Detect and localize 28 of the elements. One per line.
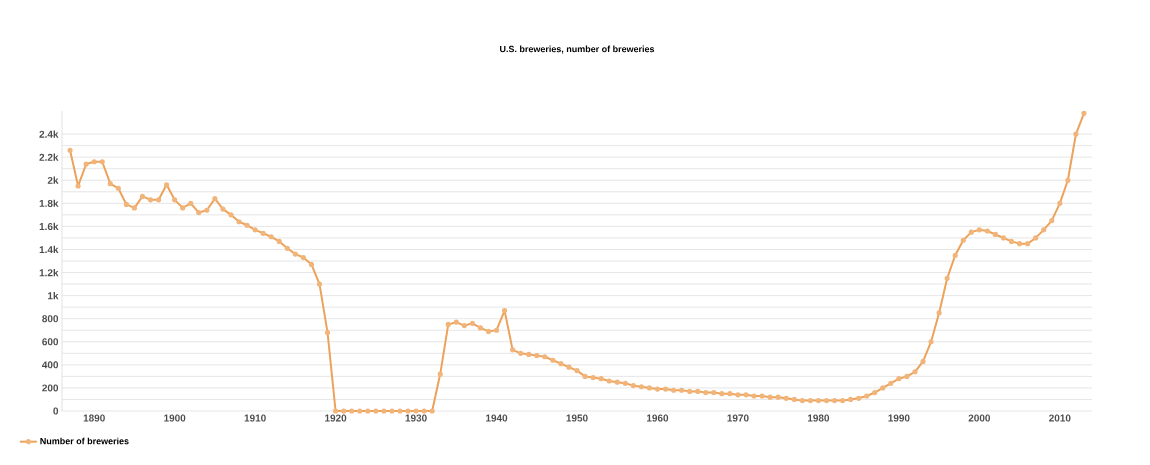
y-tick-label: 1.4k: [39, 245, 59, 254]
y-tick-label: 1.6k: [39, 222, 59, 231]
y-tick-label: 0: [53, 407, 59, 415]
x-tick-label: 2010: [1049, 414, 1071, 422]
x-tick-label: 1930: [405, 414, 427, 422]
y-tick-label: 2.2k: [39, 153, 59, 161]
x-tick-label: 1970: [727, 414, 749, 422]
y-tick-label: 2k: [47, 176, 59, 184]
x-tick-label: 1980: [807, 414, 830, 422]
y-tick-label: 1.8k: [39, 199, 59, 207]
x-tick-label: 1960: [647, 414, 669, 422]
x-tick-label: 1900: [164, 414, 186, 422]
legend-label: Number of breweries: [40, 437, 129, 445]
x-tick-label: 1890: [83, 414, 105, 422]
y-tick-label: 600: [42, 338, 59, 346]
chart-title: U.S. breweries, number of breweries: [500, 45, 655, 54]
y-tick-label: 2.4k: [39, 130, 59, 138]
y-tick-label: 200: [42, 384, 59, 392]
y-tick-label: 400: [42, 361, 59, 369]
x-tick-label: 2000: [968, 414, 991, 422]
y-tick-label: 1k: [48, 292, 59, 300]
x-tick-label: 1940: [486, 414, 508, 422]
x-tick-label: 1990: [888, 414, 910, 422]
x-tick-label: 1910: [244, 414, 266, 422]
x-tick-label: 1920: [325, 414, 347, 422]
y-tick-label: 1.2k: [39, 268, 59, 277]
y-tick-label: 800: [42, 315, 59, 323]
x-tick-label: 1950: [566, 414, 588, 422]
